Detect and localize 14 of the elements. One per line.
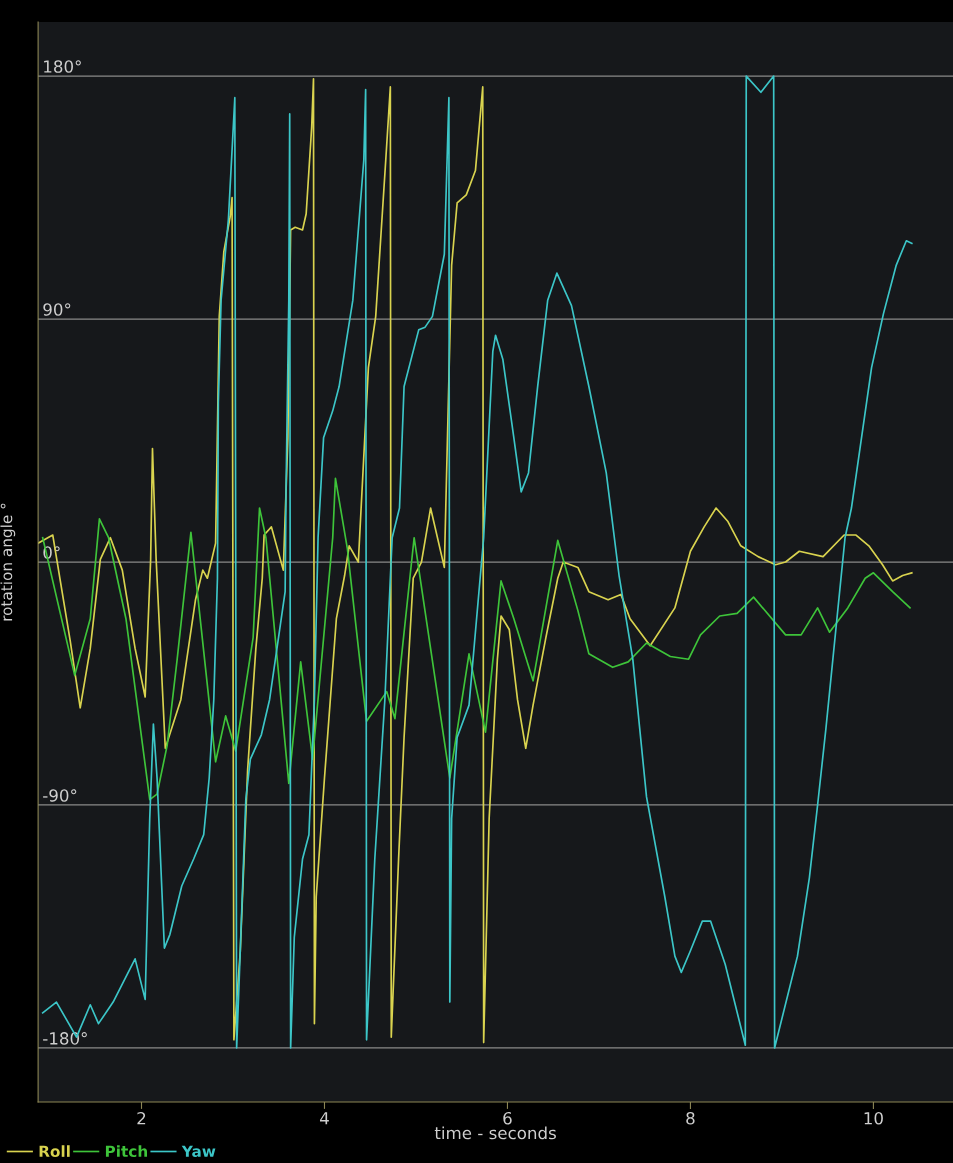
y-tick-label: -90° bbox=[43, 789, 77, 802]
x-tick-label: 4 bbox=[319, 1112, 329, 1125]
y-axis-title: rotation angle ° bbox=[0, 503, 16, 621]
legend-label: Roll bbox=[39, 1145, 70, 1158]
x-tick-label: 6 bbox=[503, 1111, 512, 1125]
legend-label: Yaw bbox=[181, 1145, 216, 1158]
x-tick-label: 8 bbox=[686, 1111, 695, 1125]
x-axis-title: time - seconds bbox=[434, 1126, 556, 1140]
x-tick-label: 2 bbox=[137, 1111, 146, 1125]
legend-label: Pitch bbox=[105, 1145, 148, 1158]
x-tick-label: 10 bbox=[864, 1111, 883, 1125]
y-tick-label: -180° bbox=[43, 1032, 87, 1045]
y-tick-label: 90° bbox=[43, 303, 71, 316]
y-tick-label: 180° bbox=[44, 60, 81, 73]
